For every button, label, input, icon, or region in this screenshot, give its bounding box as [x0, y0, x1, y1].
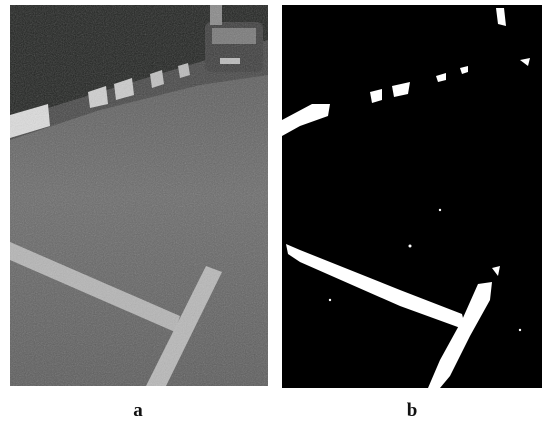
photo-panel — [10, 5, 268, 386]
panel-label: b — [407, 400, 418, 421]
panel-label: a — [133, 400, 143, 421]
mask-panel — [282, 5, 542, 388]
